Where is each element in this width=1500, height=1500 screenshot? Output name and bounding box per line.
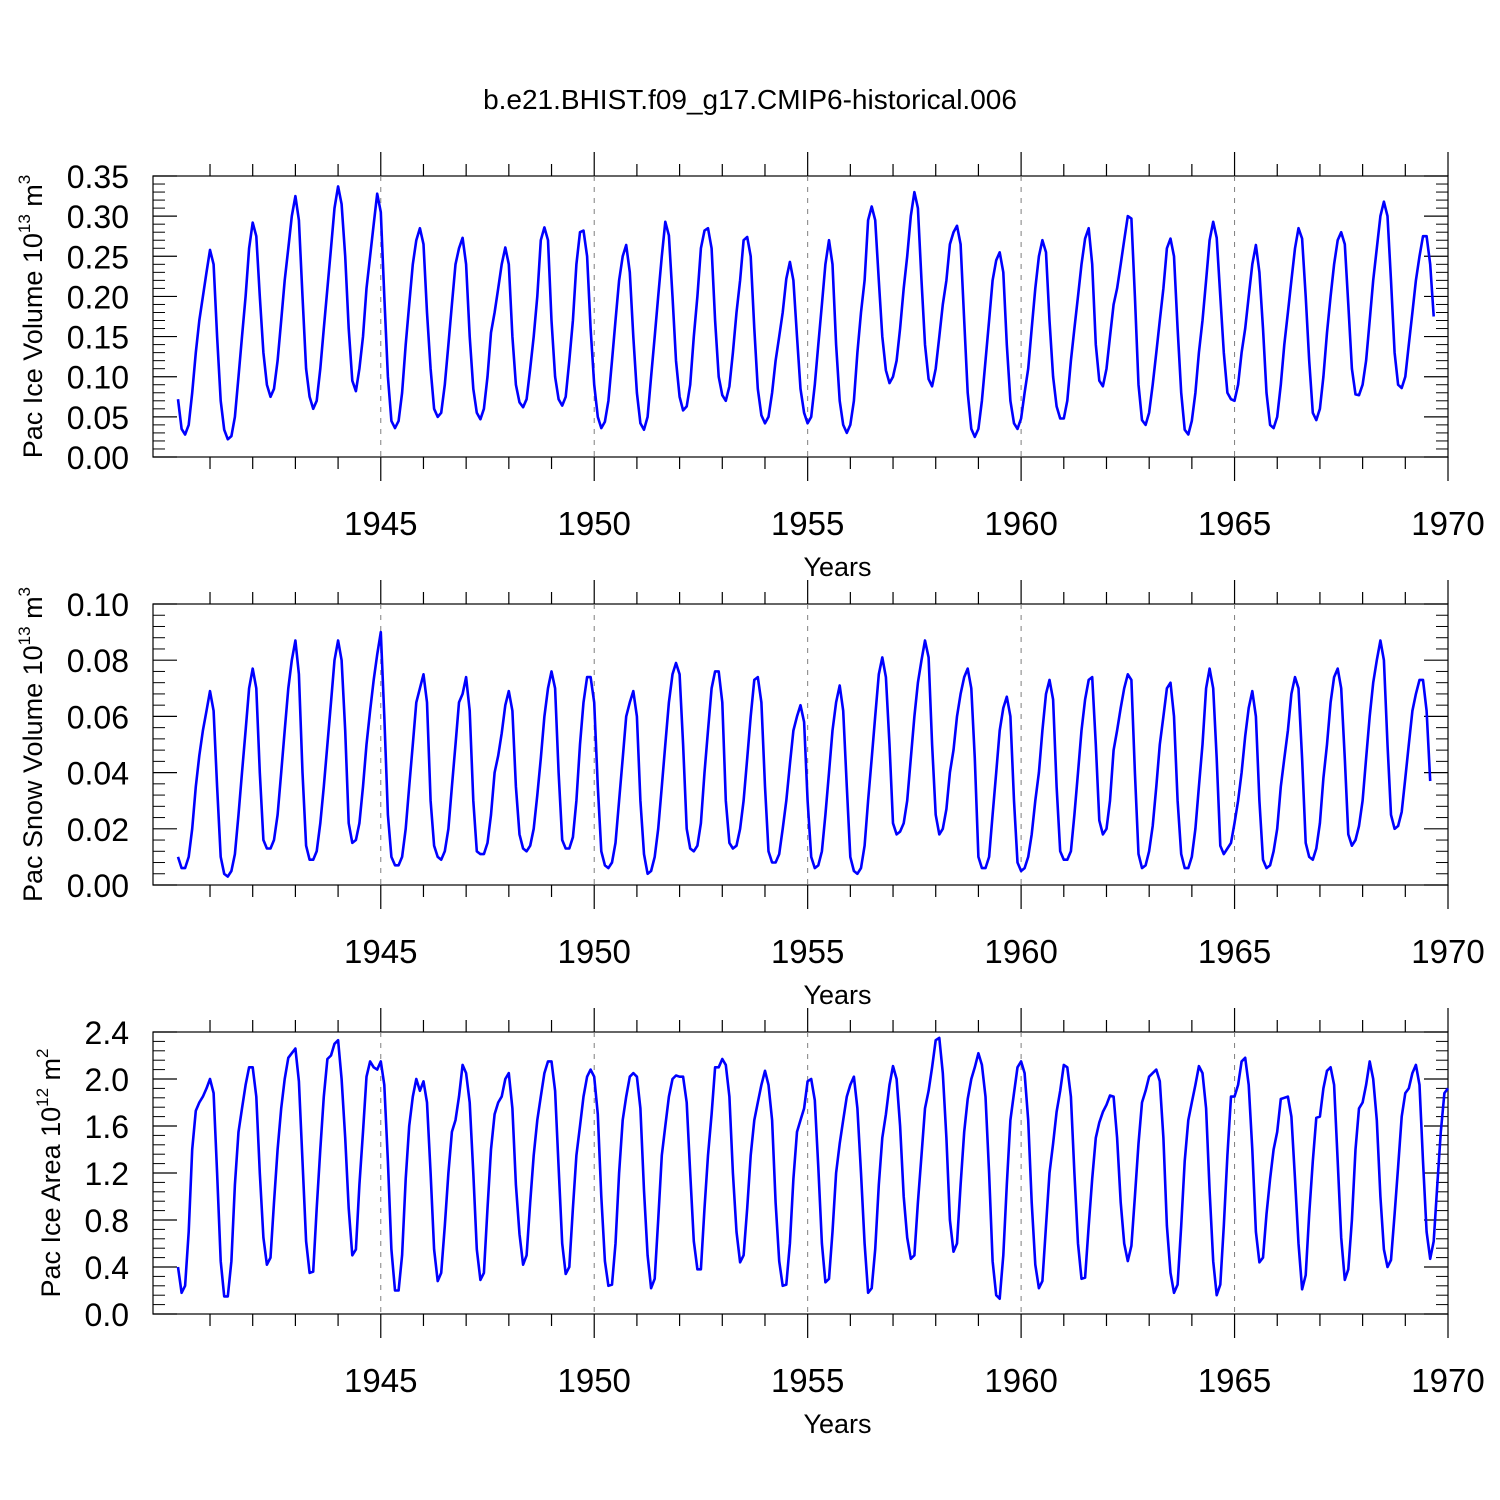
y-tick-label: 0.25 — [67, 239, 129, 275]
y-axis-label: Pac Snow Volume 1013 m3 — [15, 587, 48, 902]
series-line-snow-volume — [176, 630, 1432, 878]
x-tick-label: 1945 — [344, 933, 417, 970]
y-tick-label: 1.6 — [85, 1109, 129, 1145]
x-axis-label: Years — [803, 1409, 871, 1439]
plot-frame — [152, 175, 1449, 458]
y-tick-label: 0.8 — [85, 1203, 129, 1239]
panel-snow-volume: 0.00 0.02 0.04 0.06 0.08 0.10 1945 1950 1955 1960… — [15, 580, 1485, 1010]
y-tick-label: 2.0 — [85, 1062, 129, 1098]
y-tick-label: 0.15 — [67, 320, 129, 356]
y-tick-label: 0.0 — [85, 1297, 129, 1333]
x-tick-label: 1965 — [1198, 1362, 1271, 1399]
x-tick-label: 1955 — [771, 933, 844, 970]
panel-ice-volume: 0.00 0.05 0.10 0.15 0.20 0.25 0.30 0.35 1945 1950… — [15, 152, 1485, 582]
y-tick-label: 0.35 — [67, 159, 129, 195]
y-tick-label: 0.04 — [67, 756, 129, 792]
x-tick-label: 1970 — [1411, 933, 1484, 970]
y-tick-label: 0.08 — [67, 643, 129, 679]
x-tick-label: 1950 — [558, 933, 631, 970]
series-line-ice-volume — [176, 185, 1435, 441]
series-line-ice-area — [176, 1036, 1449, 1300]
y-tick-label: 0.20 — [67, 279, 129, 315]
y-tick-label: 0.00 — [67, 440, 129, 476]
x-tick-label: 1945 — [344, 505, 417, 542]
x-tick-label: 1955 — [771, 1362, 844, 1399]
x-tick-label: 1950 — [558, 505, 631, 542]
x-tick-label: 1965 — [1198, 505, 1271, 542]
x-tick-label: 1945 — [344, 1362, 417, 1399]
x-tick-label: 1950 — [558, 1362, 631, 1399]
x-tick-label: 1960 — [984, 1362, 1057, 1399]
y-tick-label: 0.05 — [67, 400, 129, 436]
x-tick-label: 1965 — [1198, 933, 1271, 970]
y-tick-label: 0.02 — [67, 812, 129, 848]
x-tick-label: 1970 — [1411, 1362, 1484, 1399]
x-axis-label: Years — [803, 552, 871, 582]
y-tick-label: 2.4 — [85, 1015, 129, 1051]
x-tick-label: 1960 — [984, 505, 1057, 542]
x-tick-label: 1970 — [1411, 505, 1484, 542]
y-tick-label: 0.00 — [67, 868, 129, 904]
y-tick-label: 0.4 — [85, 1250, 129, 1286]
x-tick-label: 1960 — [984, 933, 1057, 970]
y-tick-label: 1.2 — [85, 1156, 129, 1192]
y-tick-label: 0.10 — [67, 587, 129, 623]
y-tick-label: 0.06 — [67, 699, 129, 735]
panel-ice-area: 0.0 0.4 0.8 1.2 1.6 2.0 2.4 1945 1950 1955 1960 196… — [33, 1008, 1485, 1439]
y-tick-label: 0.30 — [67, 199, 129, 235]
chart-title: b.e21.BHIST.f09_g17.CMIP6-historical.006 — [483, 84, 1017, 115]
x-tick-label: 1955 — [771, 505, 844, 542]
y-axis-label: Pac Ice Area 1012 m2 — [33, 1048, 66, 1297]
y-tick-label: 0.10 — [67, 360, 129, 396]
y-axis-label: Pac Ice Volume 1013 m3 — [15, 175, 48, 459]
x-axis-label: Years — [803, 980, 871, 1010]
plot-frame — [152, 603, 1449, 886]
